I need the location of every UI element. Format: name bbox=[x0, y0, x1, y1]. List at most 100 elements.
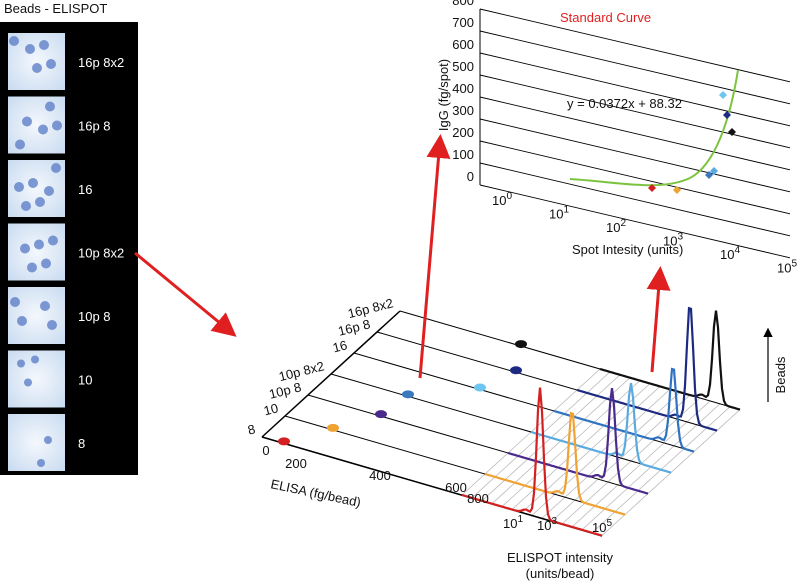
spot bbox=[48, 235, 58, 246]
grid-line bbox=[479, 30, 791, 105]
row-label: 16 bbox=[331, 337, 349, 355]
tick-base: 10 bbox=[503, 516, 517, 531]
curve-point bbox=[719, 91, 727, 99]
tick-base: 10 bbox=[606, 220, 620, 235]
x-tick-label: 105 bbox=[777, 259, 797, 276]
spot bbox=[51, 163, 61, 173]
grid-line bbox=[479, 8, 791, 83]
y-tick-label: 0 bbox=[467, 169, 474, 184]
spot bbox=[45, 101, 55, 112]
arrow bbox=[134, 251, 237, 337]
bead-label: 16p 8 bbox=[78, 119, 111, 134]
x-tick-label: 101 bbox=[549, 205, 569, 222]
spot bbox=[40, 301, 50, 311]
spot bbox=[44, 186, 54, 196]
histogram bbox=[576, 306, 718, 432]
tick-exponent: 1 bbox=[563, 205, 569, 216]
curve-point bbox=[648, 184, 656, 192]
y-tick-label: 600 bbox=[452, 37, 474, 52]
bead-label: 16 bbox=[78, 182, 92, 197]
row-label: 16p 8 bbox=[337, 316, 372, 338]
elisa-label: ELISA (fg/bead) bbox=[269, 476, 362, 510]
elisa-tick: 200 bbox=[285, 456, 307, 471]
tick-exponent: 4 bbox=[734, 245, 740, 256]
row-dot bbox=[515, 340, 527, 349]
row-dot bbox=[510, 366, 522, 375]
row-label: 10p 8 bbox=[268, 379, 303, 401]
elisa-tick: 400 bbox=[369, 468, 391, 483]
row-dot bbox=[278, 437, 290, 446]
elisa-tick: 800 bbox=[467, 491, 489, 506]
y-tick-label: 700 bbox=[452, 15, 474, 30]
spot bbox=[17, 359, 25, 368]
tick-exponent: 5 bbox=[606, 518, 612, 529]
row-label: 10p 8x2 bbox=[277, 358, 326, 384]
spot bbox=[15, 139, 25, 150]
tick-base: 10 bbox=[537, 518, 551, 533]
row-label: 16p 8x2 bbox=[346, 295, 395, 321]
grid-line bbox=[479, 96, 791, 171]
beads-label: Beads bbox=[773, 356, 788, 393]
grid-line bbox=[479, 74, 791, 149]
spot bbox=[10, 297, 20, 307]
y-tick-label: 500 bbox=[452, 59, 474, 74]
row-line bbox=[261, 436, 603, 537]
bead-label: 10p 8 bbox=[78, 309, 111, 324]
bead-label: 10 bbox=[78, 373, 92, 388]
y-label: IgG (fg/spot) bbox=[436, 59, 451, 131]
tick-base: 10 bbox=[492, 193, 506, 208]
row-dot bbox=[327, 423, 339, 432]
bead-label: 8 bbox=[78, 436, 85, 451]
spot bbox=[32, 63, 42, 73]
curve-point bbox=[723, 111, 731, 119]
row-label: 10 bbox=[262, 400, 280, 418]
y-tick-label: 800 bbox=[452, 0, 474, 8]
elispot-tick: 105 bbox=[592, 518, 612, 535]
tick-base: 10 bbox=[592, 520, 606, 535]
bead-image bbox=[8, 414, 65, 471]
equation: y = 0.0372x + 88.32 bbox=[567, 96, 682, 111]
spot bbox=[14, 182, 24, 192]
spot bbox=[52, 120, 62, 131]
bead-image bbox=[8, 223, 65, 281]
bead-image bbox=[8, 287, 65, 344]
x-tick-label: 103 bbox=[663, 232, 683, 249]
spot bbox=[37, 459, 45, 467]
elispot-label: (units/bead) bbox=[526, 566, 595, 581]
spot bbox=[39, 40, 49, 50]
tick-base: 10 bbox=[663, 234, 677, 249]
tick-exponent: 3 bbox=[677, 232, 683, 243]
tick-exponent: 0 bbox=[506, 191, 512, 202]
arrow bbox=[646, 266, 671, 373]
grid-line bbox=[479, 162, 791, 237]
spot bbox=[46, 59, 56, 69]
grid-line bbox=[479, 184, 791, 259]
spot bbox=[31, 355, 39, 364]
histogram bbox=[553, 367, 695, 453]
tick-exponent: 3 bbox=[551, 516, 557, 527]
tick-exponent: 5 bbox=[791, 259, 797, 270]
curve-point bbox=[705, 171, 713, 179]
spot bbox=[34, 239, 44, 250]
tick-base: 10 bbox=[777, 261, 791, 276]
row-line bbox=[330, 373, 672, 474]
grid-line bbox=[479, 140, 791, 215]
y-tick-label: 200 bbox=[452, 125, 474, 140]
tick-exponent: 2 bbox=[620, 218, 626, 229]
spot bbox=[41, 258, 51, 269]
elisa-tick: 0 bbox=[262, 443, 269, 458]
elispot-label: ELISPOT intensity bbox=[507, 550, 613, 565]
spot bbox=[35, 197, 45, 207]
curve-point bbox=[728, 128, 736, 136]
x-tick-label: 100 bbox=[492, 191, 512, 208]
spot bbox=[9, 36, 19, 46]
spot bbox=[28, 178, 38, 188]
curve-point bbox=[673, 186, 681, 194]
histogram bbox=[530, 382, 672, 474]
bead-label: 16p 8x2 bbox=[78, 55, 124, 70]
spot bbox=[21, 201, 31, 211]
x-tick-label: 102 bbox=[606, 218, 626, 235]
spot bbox=[24, 378, 32, 387]
arrow bbox=[418, 134, 451, 379]
